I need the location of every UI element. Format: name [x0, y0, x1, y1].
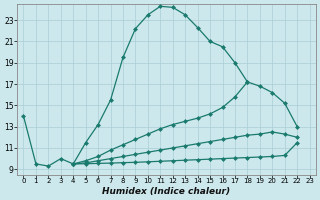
X-axis label: Humidex (Indice chaleur): Humidex (Indice chaleur): [102, 187, 231, 196]
